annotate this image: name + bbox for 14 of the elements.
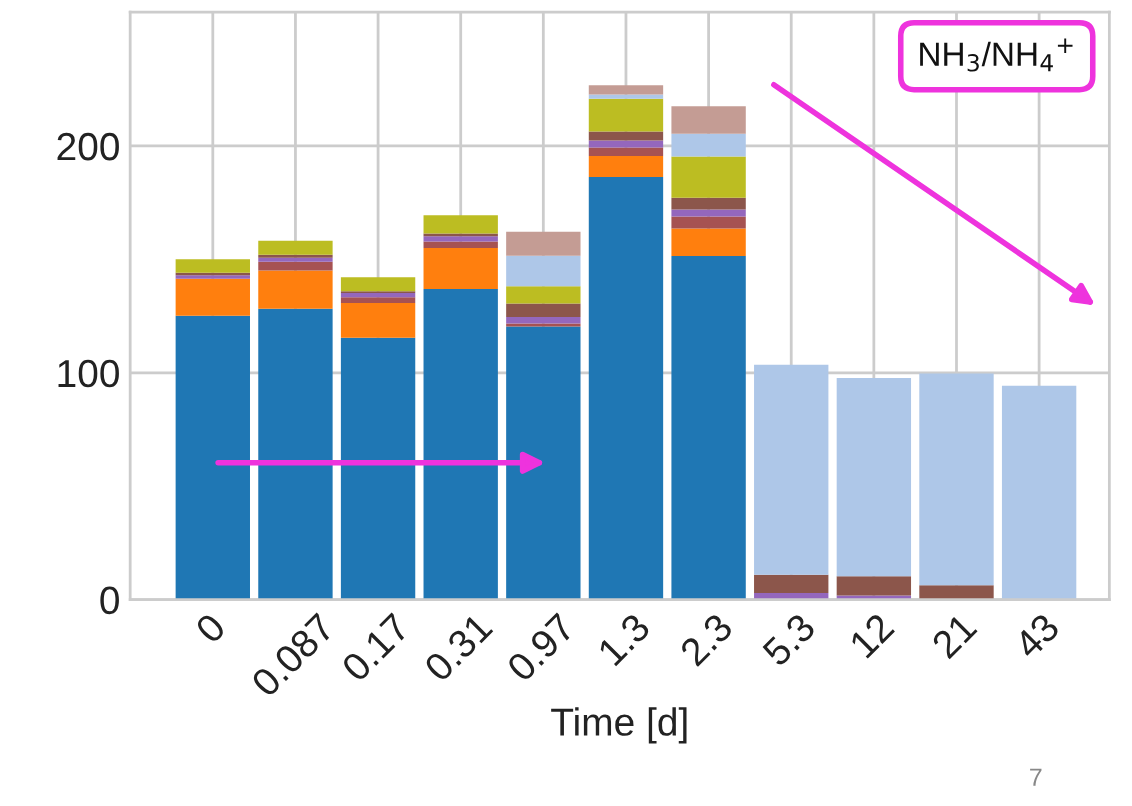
x-tick-label: 43 xyxy=(1012,612,1061,661)
x-tick-label: 0 xyxy=(194,611,227,645)
y-tick-label: 100 xyxy=(58,359,119,388)
x-tick-label: 12 xyxy=(848,612,895,659)
y-tick-label: 200 xyxy=(57,132,119,161)
x-tick-label: 1.3 xyxy=(596,612,652,667)
x-axis-title: Time [d] xyxy=(551,707,687,744)
text: 7 xyxy=(1030,768,1042,786)
y-tick-label: 0 xyxy=(100,586,119,615)
annotation: NH$_{3}$/NH$_{4}$$^{+}$ xyxy=(920,38,1073,72)
x-tick-label: 0.31 xyxy=(422,612,494,683)
x-tick-label: 21 xyxy=(930,612,978,660)
x-tick-label: 5.3 xyxy=(761,612,817,668)
x-tick-label: 2.3 xyxy=(678,612,734,668)
